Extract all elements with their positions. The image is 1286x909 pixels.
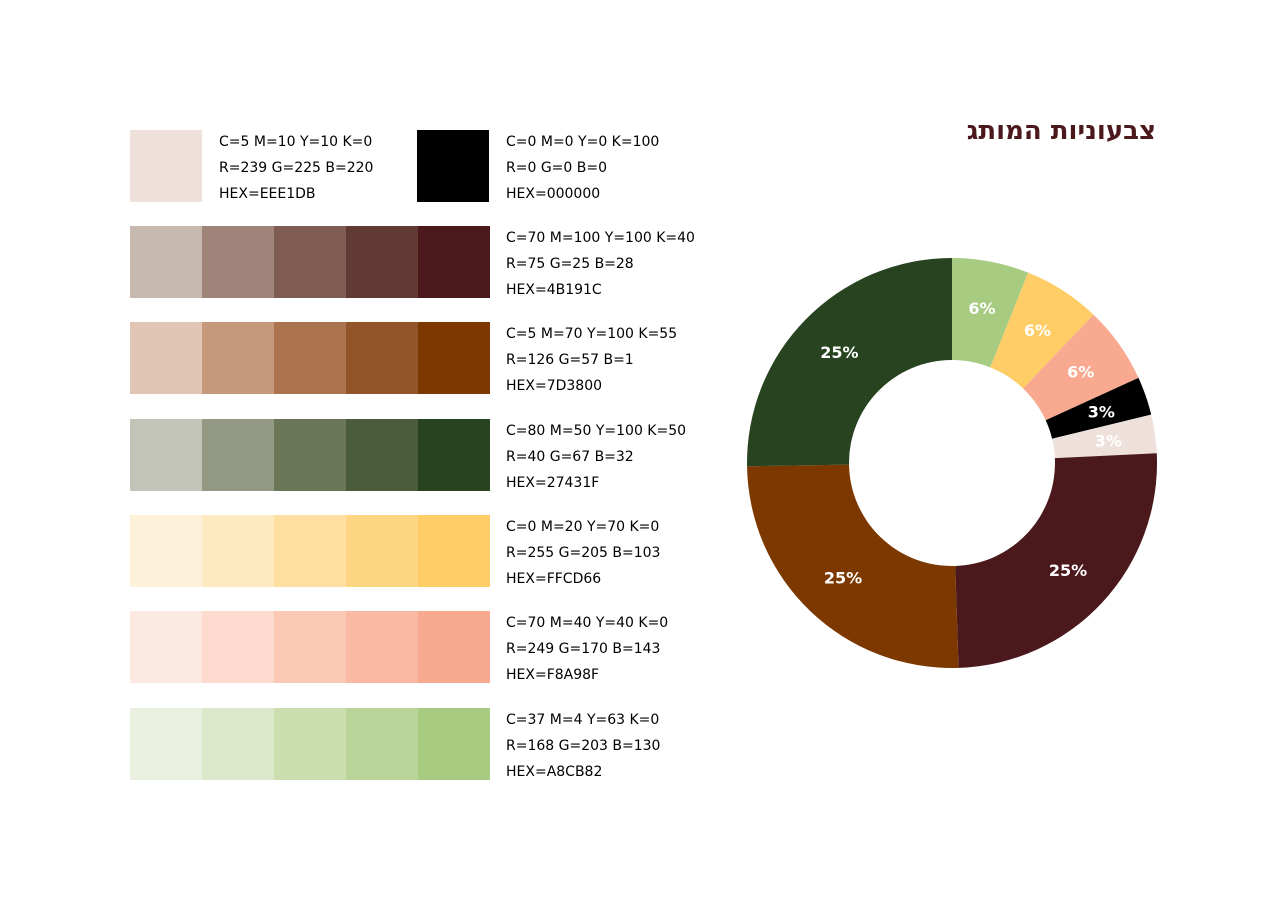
color-distribution-donut-chart: 6% 6% 6% 3% 3% 25% 25% 25% <box>747 258 1157 668</box>
color-swatch <box>130 130 202 202</box>
color-swatch <box>346 419 418 491</box>
color-spec-cmyk: C=5 M=10 Y=10 K=0 <box>219 134 373 150</box>
color-spec-cmyk: C=5 M=70 Y=100 K=55 <box>506 326 678 342</box>
color-spec-cmyk: C=0 M=20 Y=70 K=0 <box>506 519 660 535</box>
color-spec: C=70 M=40 Y=40 K=0 R=249 G=170 B=143 HEX=F… <box>506 610 668 688</box>
color-swatch <box>346 708 418 780</box>
color-spec: C=37 M=4 Y=63 K=0 R=168 G=203 B=130 HEX=A8… <box>506 707 660 785</box>
color-spec: C=0 M=0 Y=0 K=100 R=0 G=0 B=0 HEX=000000 <box>506 129 659 207</box>
color-swatch <box>202 515 274 587</box>
color-spec-hex: HEX=FFCD66 <box>506 571 602 587</box>
color-swatch <box>346 322 418 394</box>
color-swatch <box>346 611 418 683</box>
color-swatch <box>274 226 346 298</box>
color-spec-rgb: R=249 G=170 B=143 <box>506 641 661 657</box>
color-spec-hex: HEX=F8A98F <box>506 667 600 683</box>
color-swatch <box>418 322 490 394</box>
color-spec-rgb: R=126 G=57 B=1 <box>506 352 634 368</box>
color-swatch <box>274 515 346 587</box>
donut-slice-label: 25% <box>1049 561 1087 580</box>
color-swatch <box>274 708 346 780</box>
color-swatch <box>418 226 490 298</box>
color-swatch <box>274 322 346 394</box>
donut-slice <box>747 258 952 467</box>
color-swatch <box>130 611 202 683</box>
donut-slice <box>1052 414 1157 459</box>
color-spec-hex: HEX=27431F <box>506 475 600 491</box>
color-swatch <box>274 419 346 491</box>
color-swatch <box>346 515 418 587</box>
donut-slice <box>990 272 1094 389</box>
color-swatch <box>202 419 274 491</box>
color-spec-hex: HEX=7D3800 <box>506 378 603 394</box>
color-spec-rgb: R=255 G=205 B=103 <box>506 545 661 561</box>
donut-slice-label: 6% <box>1067 362 1094 381</box>
color-spec: C=5 M=70 Y=100 K=55 R=126 G=57 B=1 HEX=7D3… <box>506 321 677 399</box>
donut-slice-label: 6% <box>1024 321 1051 340</box>
color-swatch <box>202 708 274 780</box>
color-spec-hex: HEX=4B191C <box>506 282 602 298</box>
donut-slice-label: 25% <box>820 343 858 362</box>
donut-slice <box>747 464 959 668</box>
color-swatch <box>418 708 490 780</box>
color-spec-rgb: R=75 G=25 B=28 <box>506 256 634 272</box>
color-swatch <box>130 226 202 298</box>
donut-slice <box>952 258 1029 368</box>
color-swatch <box>418 419 490 491</box>
donut-slice-label: 25% <box>824 568 862 587</box>
color-spec-hex: HEX=A8CB82 <box>506 764 603 780</box>
color-swatch <box>274 611 346 683</box>
color-swatch <box>418 611 490 683</box>
color-spec: C=5 M=10 Y=10 K=0 R=239 G=225 B=220 HEX=EE… <box>219 129 373 207</box>
color-swatch <box>346 226 418 298</box>
donut-slice <box>1045 377 1152 439</box>
donut-slice <box>1023 314 1139 421</box>
color-swatch <box>130 708 202 780</box>
color-swatch <box>130 515 202 587</box>
color-spec-cmyk: C=37 M=4 Y=63 K=0 <box>506 712 660 728</box>
color-swatch <box>202 611 274 683</box>
color-spec-cmyk: C=80 M=50 Y=100 K=50 <box>506 423 687 439</box>
brand-colors-title: צבעוניות המותג <box>966 116 1156 146</box>
color-swatch <box>202 226 274 298</box>
color-swatch <box>130 322 202 394</box>
color-spec-hex: HEX=000000 <box>506 186 601 202</box>
color-swatch <box>202 322 274 394</box>
color-spec: C=0 M=20 Y=70 K=0 R=255 G=205 B=103 HEX=FF… <box>506 514 660 592</box>
color-spec-rgb: R=0 G=0 B=0 <box>506 160 607 176</box>
color-swatch <box>417 130 489 202</box>
color-spec-rgb: R=168 G=203 B=130 <box>506 738 661 754</box>
color-spec-cmyk: C=0 M=0 Y=0 K=100 <box>506 134 660 150</box>
color-spec: C=80 M=50 Y=100 K=50 R=40 G=67 B=32 HEX=27… <box>506 418 686 496</box>
color-spec-rgb: R=239 G=225 B=220 <box>219 160 374 176</box>
color-swatch <box>130 419 202 491</box>
color-spec-rgb: R=40 G=67 B=32 <box>506 449 634 465</box>
color-spec-cmyk: C=70 M=100 Y=100 K=40 <box>506 230 695 246</box>
donut-slice-label: 6% <box>968 299 995 318</box>
color-swatch <box>418 515 490 587</box>
color-spec-cmyk: C=70 M=40 Y=40 K=0 <box>506 615 669 631</box>
donut-slice <box>955 453 1157 668</box>
donut-slice-label: 3% <box>1095 432 1122 451</box>
color-spec-hex: HEX=EEE1DB <box>219 186 316 202</box>
color-spec: C=70 M=100 Y=100 K=40 R=75 G=25 B=28 HEX=4… <box>506 225 695 303</box>
donut-slice-label: 3% <box>1088 402 1115 421</box>
